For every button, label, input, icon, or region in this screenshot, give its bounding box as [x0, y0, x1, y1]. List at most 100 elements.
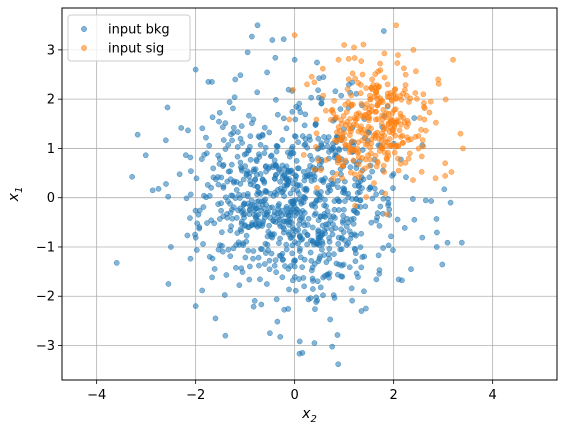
scatter-point-input-bkg — [228, 192, 235, 199]
scatter-point-input-bkg — [168, 244, 174, 250]
scatter-point-input-sig — [381, 50, 388, 57]
scatter-point-input-sig — [367, 144, 374, 151]
scatter-point-input-sig — [382, 125, 389, 132]
scatter-point-input-bkg — [331, 206, 338, 213]
scatter-point-input-bkg — [198, 156, 205, 162]
scatter-point-input-bkg — [290, 277, 296, 284]
scatter-point-input-bkg — [287, 198, 294, 205]
scatter-point-input-bkg — [272, 257, 279, 264]
scatter-point-input-bkg — [264, 69, 270, 76]
scatter-point-input-bkg — [286, 222, 292, 228]
scatter-point-input-bkg — [283, 176, 289, 183]
scatter-point-input-bkg — [252, 176, 259, 183]
x-axis-ticks: −4 −2 0 2 4 — [87, 380, 497, 403]
scatter-point-input-bkg — [280, 115, 287, 122]
legend-marker-input-sig — [81, 45, 87, 51]
scatter-point-input-sig — [372, 152, 379, 159]
scatter-point-input-bkg — [308, 257, 315, 264]
scatter-point-input-bkg — [331, 251, 337, 257]
scatter-point-input-bkg — [263, 168, 269, 175]
scatter-point-input-bkg — [317, 234, 324, 241]
scatter-point-input-bkg — [309, 275, 316, 282]
scatter-point-input-sig — [345, 76, 352, 83]
scatter-point-input-bkg — [361, 253, 368, 260]
scatter-point-input-bkg — [390, 171, 397, 177]
scatter-point-input-bkg — [256, 151, 262, 158]
scatter-point-input-bkg — [357, 197, 364, 204]
scatter-point-input-sig — [286, 116, 293, 123]
scatter-point-input-bkg — [336, 147, 343, 153]
scatter-point-input-sig — [395, 167, 402, 174]
scatter-point-input-bkg — [298, 198, 304, 205]
scatter-point-input-bkg — [329, 343, 336, 350]
scatter-point-input-bkg — [326, 245, 333, 252]
scatter-point-input-bkg — [274, 111, 281, 118]
scatter-point-input-bkg — [349, 79, 355, 86]
scatter-point-input-sig — [398, 121, 404, 128]
scatter-point-input-sig — [351, 55, 358, 61]
scatter-point-input-sig — [382, 190, 389, 197]
scatter-point-input-bkg — [385, 202, 391, 209]
scatter-point-input-bkg — [249, 120, 255, 127]
scatter-point-input-bkg — [301, 142, 308, 148]
scatter-point-input-sig — [330, 175, 336, 182]
scatter-point-input-bkg — [327, 316, 334, 323]
scatter-point-input-bkg — [313, 294, 320, 301]
scatter-point-input-sig — [460, 145, 466, 152]
scatter-point-input-bkg — [229, 137, 235, 144]
scatter-point-input-sig — [363, 101, 370, 107]
scatter-point-input-bkg — [261, 180, 268, 186]
scatter-point-input-sig — [376, 83, 382, 90]
scatter-point-input-bkg — [339, 273, 346, 280]
scatter-point-input-bkg — [335, 361, 342, 368]
scatter-point-input-bkg — [385, 242, 392, 249]
scatter-point-input-bkg — [324, 189, 331, 196]
scatter-point-input-bkg — [315, 87, 321, 94]
scatter-point-input-bkg — [332, 88, 339, 95]
scatter-point-input-sig — [346, 149, 353, 156]
scatter-point-input-bkg — [376, 267, 383, 273]
scatter-point-input-bkg — [292, 287, 299, 294]
scatter-point-input-sig — [348, 169, 354, 176]
scatter-point-input-bkg — [182, 152, 189, 158]
scatter-point-input-bkg — [307, 295, 314, 302]
scatter-point-input-bkg — [351, 207, 358, 214]
scatter-point-input-sig — [427, 98, 434, 105]
scatter-point-input-bkg — [380, 195, 387, 202]
scatter-point-input-sig — [378, 144, 384, 151]
scatter-point-input-bkg — [292, 257, 299, 264]
scatter-point-input-bkg — [295, 165, 301, 172]
scatter-point-input-bkg — [210, 165, 217, 172]
scatter-point-input-sig — [335, 124, 342, 130]
scatter-point-input-bkg — [238, 164, 244, 171]
scatter-point-input-sig — [331, 98, 337, 104]
scatter-point-input-sig — [335, 56, 342, 63]
scatter-point-input-sig — [361, 127, 367, 133]
scatter-point-input-bkg — [312, 306, 318, 312]
scatter-point-input-bkg — [301, 283, 307, 290]
scatter-point-input-bkg — [286, 153, 293, 160]
scatter-point-input-bkg — [320, 74, 327, 80]
scatter-point-input-bkg — [289, 250, 296, 257]
scatter-point-input-bkg — [347, 164, 354, 171]
scatter-point-input-sig — [347, 132, 353, 139]
scatter-point-input-bkg — [268, 152, 275, 159]
scatter-point-input-bkg — [346, 228, 353, 235]
scatter-point-input-bkg — [201, 192, 207, 199]
scatter-point-input-sig — [362, 165, 368, 172]
scatter-point-input-bkg — [307, 249, 314, 256]
scatter-point-input-bkg — [265, 228, 272, 235]
scatter-point-input-bkg — [315, 228, 322, 235]
scatter-point-input-bkg — [240, 176, 247, 183]
scatter-point-input-bkg — [320, 177, 326, 183]
scatter-point-input-sig — [366, 117, 372, 124]
scatter-point-input-bkg — [351, 245, 358, 252]
scatter-point-input-bkg — [349, 297, 355, 304]
scatter-point-input-bkg — [258, 198, 265, 205]
x-tick-label: 4 — [489, 388, 497, 403]
scatter-point-input-bkg — [319, 246, 325, 253]
scatter-point-input-bkg — [306, 173, 312, 180]
scatter-point-input-bkg — [163, 181, 169, 187]
scatter-point-input-bkg — [296, 276, 302, 282]
scatter-point-input-bkg — [183, 195, 190, 202]
